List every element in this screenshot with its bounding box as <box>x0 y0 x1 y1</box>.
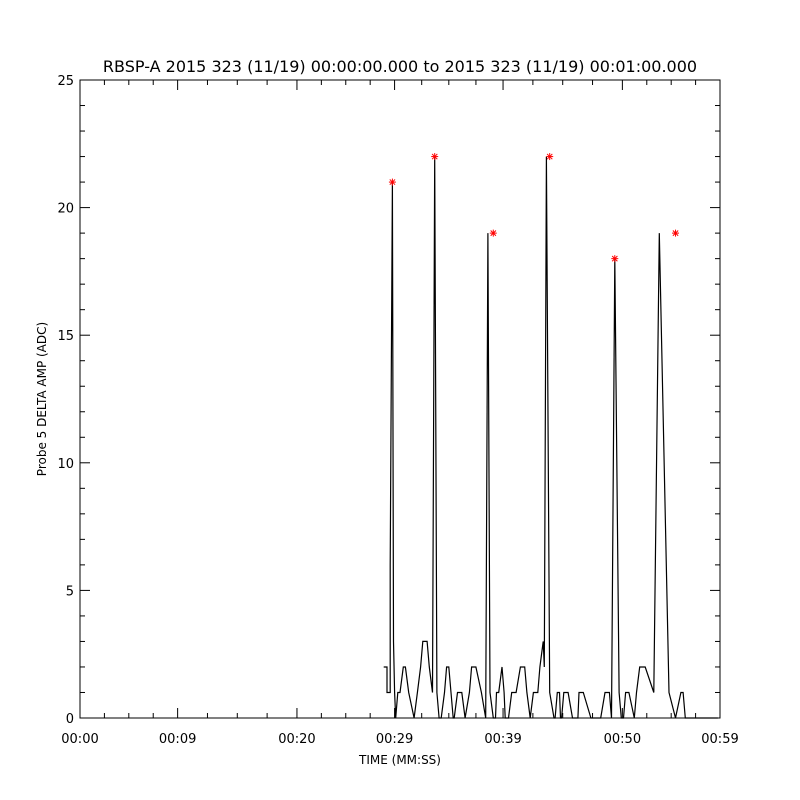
peak-marker <box>672 229 680 237</box>
y-tick-label: 15 <box>57 329 74 344</box>
x-axis-ticks: 00:00 00:09 00:20 00:29 00:39 00:50 00:59 <box>61 80 739 747</box>
y-axis-ticks: 0 5 10 15 20 25 <box>57 74 720 727</box>
peak-markers <box>388 153 680 263</box>
plot-frame <box>79 79 721 719</box>
x-axis-label: TIME (MM:SS) <box>358 753 441 767</box>
peak-marker <box>431 153 439 161</box>
y-tick-label: 25 <box>57 74 74 89</box>
x-tick-label: 00:59 <box>701 732 738 747</box>
x-tick-label: 00:09 <box>159 732 196 747</box>
y-tick-label: 20 <box>57 202 74 217</box>
y-axis-label: Probe 5 DELTA AMP (ADC) <box>35 322 49 476</box>
peak-marker <box>611 255 619 263</box>
axes <box>79 79 721 719</box>
series-layer <box>383 156 718 719</box>
series-line <box>383 156 718 719</box>
y-tick-label: 10 <box>57 457 74 472</box>
x-tick-label: 00:20 <box>278 732 315 747</box>
x-tick-label: 00:00 <box>61 732 98 747</box>
chart-title: RBSP-A 2015 323 (11/19) 00:00:00.000 to … <box>103 57 697 76</box>
peak-marker <box>546 153 554 161</box>
x-tick-label: 00:39 <box>484 732 521 747</box>
x-tick-label: 00:29 <box>376 732 413 747</box>
x-tick-label: 00:50 <box>604 732 641 747</box>
peak-marker <box>388 178 396 186</box>
y-tick-label: 0 <box>66 712 74 727</box>
y-tick-label: 5 <box>66 584 74 599</box>
peak-marker <box>489 229 497 237</box>
